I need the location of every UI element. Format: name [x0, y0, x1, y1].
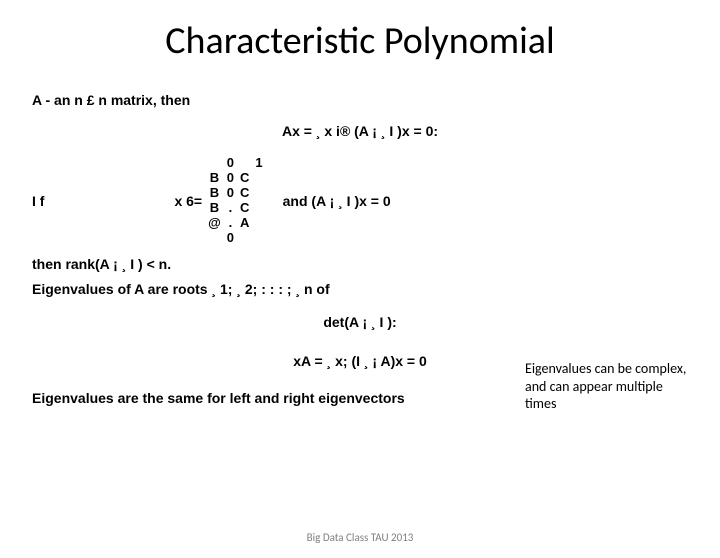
cell: 0: [227, 231, 234, 246]
eigenvalues-roots-line: Eigenvalues of A are roots ¸ 1; ¸ 2; : :…: [32, 279, 688, 300]
matrix-prefix: x 6=: [174, 191, 202, 212]
annotation-note: Eigenvalues can be complex, and can appe…: [525, 360, 690, 413]
equation-eigen: Ax = ¸ x i® (A ¡ ¸ I )x = 0:: [32, 121, 688, 142]
cell: C: [240, 201, 249, 216]
if-label: I f: [32, 191, 44, 212]
if-block: I f x 6= B B B @ 0 0 0 . . 0 C: [32, 156, 688, 246]
zeros-col: 0 0 0 . . 0: [227, 156, 234, 246]
footer-text: Big Data Class TAU 2013: [0, 531, 720, 544]
cell: B: [210, 186, 219, 201]
cell: 1: [255, 156, 262, 171]
slide-title: Characteristic Polynomial: [0, 18, 720, 64]
cell: C: [240, 171, 249, 186]
bracket-left-col: B B B @: [208, 156, 221, 246]
and-equation: and (A ¡ ¸ I )x = 0: [283, 191, 391, 212]
cell: .: [229, 216, 233, 231]
cell: B: [210, 201, 219, 216]
one-col: 1: [255, 156, 262, 246]
cell: .: [229, 201, 233, 216]
cell: A: [240, 216, 249, 231]
bracket-right-col: C C C A: [240, 156, 249, 246]
cell: 0: [227, 171, 234, 186]
matrix-area: x 6= B B B @ 0 0 0 . . 0 C C C: [174, 156, 404, 246]
matrix-intro-line: A - an n £ n matrix, then: [32, 90, 688, 111]
cell: C: [240, 186, 249, 201]
cell: @: [208, 216, 221, 231]
cell: 0: [227, 156, 234, 171]
cell: B: [210, 171, 219, 186]
determinant-line: det(A ¡ ¸ I ):: [32, 312, 688, 333]
cell: 0: [227, 186, 234, 201]
rank-line: then rank(A ¡ ¸ I ) < n.: [32, 254, 688, 275]
